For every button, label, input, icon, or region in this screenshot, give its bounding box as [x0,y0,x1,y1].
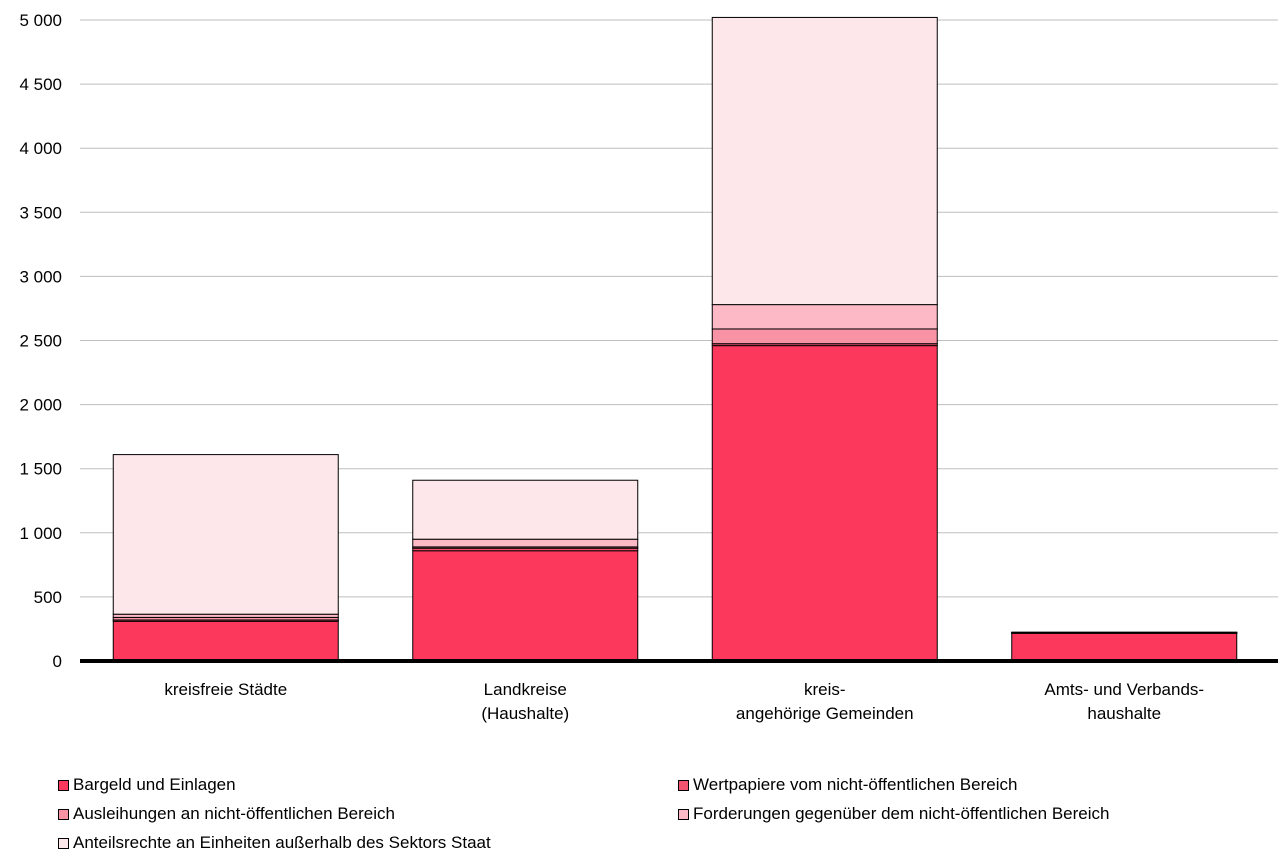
legend-label: Bargeld und Einlagen [73,775,236,794]
legend-swatch [58,808,69,820]
legend-swatch [58,837,69,849]
y-tick-label: 1 500 [19,460,62,479]
category-label: haushalte [1087,704,1161,723]
y-tick-label: 4 000 [19,139,62,158]
category-label: (Haushalte) [481,704,569,723]
stacked-bar-chart: 0 500 1 000 1 500 2 000 2 500 3 000 3 500 4 000 4… [19,11,1278,723]
legend-label: Forderungen gegenüber dem nicht-öffentli… [693,804,1110,823]
x-axis: kreisfreie Städte Landkreise (Haushalte) kr… [80,659,1278,723]
bars [112,16,1238,662]
bar-segment-1 [112,620,339,662]
legend-label: Anteilsrechte an Einheiten außerhalb des… [73,833,491,852]
category-label: kreis- [804,680,846,699]
legend-swatch [58,779,69,791]
category-label: kreisfreie Städte [164,680,287,699]
category-label: angehörige Gemeinden [736,704,914,723]
bar-segment-4 [412,538,639,548]
bar-segment-1 [711,345,938,662]
bar-segment-4 [711,304,938,330]
y-tick-label: 2 500 [19,332,62,351]
y-tick-label: 4 500 [19,75,62,94]
bar-segment-4 [1011,631,1238,634]
legend-swatch [678,808,689,820]
category-label: Landkreise [484,680,567,699]
legend-item: Anteilsrechte an Einheiten außerhalb des… [58,833,491,853]
y-tick-label: 0 [53,652,62,671]
bar-segment-1 [412,550,639,662]
legend-label: Ausleihungen an nicht-öffentlichen Berei… [73,804,395,823]
y-tick-label: 3 500 [19,203,62,222]
legend-item: Wertpapiere vom nicht-öffentlichen Berei… [678,775,1017,795]
bar-segment-1 [1011,632,1238,662]
legend-item: Ausleihungen an nicht-öffentlichen Berei… [58,804,395,824]
category-label: Amts- und Verbands- [1044,680,1204,699]
legend-item: Bargeld und Einlagen [58,775,236,795]
legend-item: Forderungen gegenüber dem nicht-öffentli… [678,804,1109,824]
y-tick-label: 2 000 [19,396,62,415]
y-tick-label: 3 000 [19,267,62,286]
y-axis: 0 500 1 000 1 500 2 000 2 500 3 000 3 500 4 000 4… [19,11,62,671]
y-tick-label: 5 000 [19,11,62,30]
legend-swatch [678,779,689,791]
bar-segment-5 [412,479,639,540]
bar-segment-3 [711,328,938,345]
bar-segment-5 [112,454,339,615]
y-tick-label: 500 [34,588,62,607]
y-tick-label: 1 000 [19,524,62,543]
legend-label: Wertpapiere vom nicht-öffentlichen Berei… [693,775,1018,794]
bar-segment-5 [711,16,938,306]
